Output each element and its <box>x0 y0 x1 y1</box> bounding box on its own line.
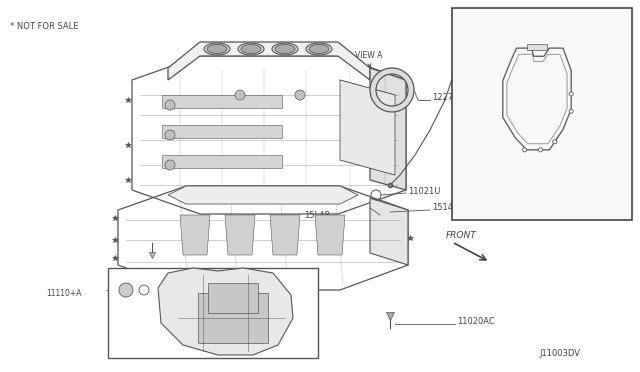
Circle shape <box>523 148 527 152</box>
Ellipse shape <box>272 43 298 55</box>
Polygon shape <box>162 155 282 168</box>
Ellipse shape <box>306 43 332 55</box>
Polygon shape <box>370 198 408 265</box>
Text: 11128: 11128 <box>136 316 160 325</box>
Text: 11021U: 11021U <box>408 186 440 196</box>
Bar <box>108 268 318 358</box>
Ellipse shape <box>275 45 295 54</box>
Polygon shape <box>162 125 282 138</box>
Text: A: A <box>552 156 557 162</box>
Polygon shape <box>340 80 395 175</box>
Polygon shape <box>158 268 293 355</box>
Text: A: A <box>538 164 543 170</box>
Polygon shape <box>315 215 345 255</box>
Circle shape <box>165 100 175 110</box>
Text: 15146: 15146 <box>432 203 458 212</box>
Text: FRONT: FRONT <box>446 231 477 240</box>
Circle shape <box>165 130 175 140</box>
Polygon shape <box>180 215 210 255</box>
Polygon shape <box>270 215 300 255</box>
Circle shape <box>569 109 573 113</box>
Bar <box>527 44 547 50</box>
Text: 15L48: 15L48 <box>304 211 330 219</box>
Circle shape <box>119 283 133 297</box>
Ellipse shape <box>204 43 230 55</box>
Bar <box>452 8 632 220</box>
Polygon shape <box>225 215 255 255</box>
Text: 11110+A: 11110+A <box>46 289 81 298</box>
Text: 11140: 11140 <box>470 167 496 176</box>
Bar <box>208 283 258 313</box>
Bar <box>198 293 268 343</box>
Text: B: B <box>585 108 590 114</box>
Circle shape <box>235 90 245 100</box>
Ellipse shape <box>241 45 261 54</box>
Text: J11003DV: J11003DV <box>539 349 580 358</box>
Ellipse shape <box>238 43 264 55</box>
Text: VIEW A: VIEW A <box>460 17 497 26</box>
Text: A: A <box>522 164 527 170</box>
Ellipse shape <box>309 45 329 54</box>
Polygon shape <box>162 95 282 108</box>
Text: B: B <box>585 91 590 97</box>
Circle shape <box>538 148 543 152</box>
Text: 11128A: 11128A <box>136 328 165 337</box>
Text: * NOT FOR SALE: * NOT FOR SALE <box>10 22 79 31</box>
Ellipse shape <box>207 45 227 54</box>
Text: A+  11080A: A+ 11080A <box>462 192 508 201</box>
Polygon shape <box>370 68 406 190</box>
Circle shape <box>553 140 557 144</box>
Circle shape <box>295 90 305 100</box>
Circle shape <box>165 160 175 170</box>
Circle shape <box>569 92 573 96</box>
Polygon shape <box>168 186 358 204</box>
Text: B+  11010V: B+ 11010V <box>462 204 508 213</box>
Text: 11020AC: 11020AC <box>457 317 495 327</box>
Text: VIEW A: VIEW A <box>355 51 382 67</box>
Text: 12279: 12279 <box>432 93 458 103</box>
Polygon shape <box>168 42 370 80</box>
Circle shape <box>139 285 149 295</box>
